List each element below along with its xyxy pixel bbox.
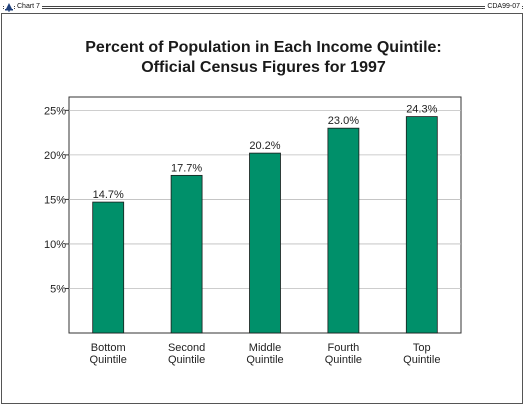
bar [327, 127, 360, 334]
category-label: Fourth [328, 342, 360, 354]
header-rule [3, 6, 523, 7]
y-tick-label: 20% [44, 150, 66, 162]
bar-value-label: 24.3% [406, 104, 437, 116]
chart-code-label: CDA99-07 [485, 1, 522, 13]
header-rule-lower [3, 8, 523, 9]
chart-subtitle: Official Census Figures for 1997 [141, 59, 386, 76]
chart-title: Percent of Population in Each Income Qui… [85, 39, 442, 56]
category-label: Bottom [91, 342, 126, 354]
bell-icon [4, 2, 14, 12]
bar [249, 152, 281, 334]
bar [170, 174, 203, 334]
y-tick-label: 5% [50, 283, 66, 295]
y-tick-label: 10% [44, 239, 66, 251]
bar-value-label: 14.7% [93, 189, 124, 201]
bar [405, 116, 438, 334]
bar-value-label: 20.2% [249, 140, 280, 152]
category-label: Quintile [325, 354, 362, 366]
category-label: Quintile [246, 354, 283, 366]
y-tick-label: 25% [44, 105, 66, 117]
y-tick-label: 15% [44, 194, 66, 206]
chart-header-bar: Chart 7 CDA99-07 [1, 1, 524, 13]
category-label: Middle [249, 342, 281, 354]
category-label: Quintile [403, 354, 440, 366]
category-label: Quintile [90, 354, 127, 366]
category-label: Second [168, 342, 205, 354]
bar-value-label: 17.7% [171, 162, 202, 174]
chart-number-label: Chart 7 [15, 1, 42, 13]
category-label: Quintile [168, 354, 205, 366]
bar-value-label: 23.0% [328, 115, 359, 127]
category-label: Top [413, 342, 431, 354]
chart-frame [1, 13, 523, 404]
bar [92, 201, 125, 334]
